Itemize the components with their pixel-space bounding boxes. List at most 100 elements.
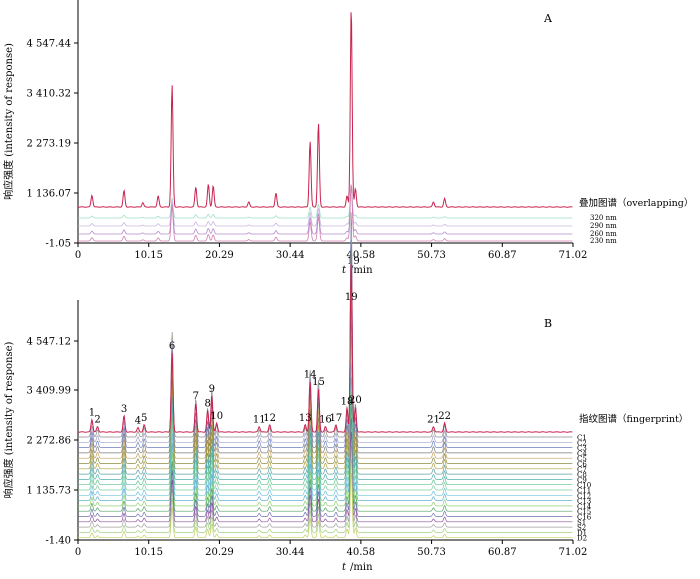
sample-label: C1 <box>577 434 587 442</box>
x-tick-label: 30.44 <box>276 250 305 261</box>
x-tick-label: 40.58 <box>347 547 376 558</box>
panel-b-chart: 0 10.15 20.29 30.44 40.58 50.73 60.87 71.02 -1.4… <box>2 212 688 573</box>
y-tick-label: 2 273.19 <box>26 139 71 150</box>
sample-trace <box>78 335 573 486</box>
x-tick-label: 20.29 <box>205 547 234 558</box>
peak-number-label: 20 <box>349 395 362 406</box>
y-axis-label: 响应强度 (intensity of response) <box>2 341 15 498</box>
sample-trace <box>78 349 573 491</box>
x-tick-label: 71.02 <box>559 250 588 261</box>
wavelength-label: 290 nm <box>590 222 617 230</box>
peak-number-label: 4 <box>135 416 141 427</box>
y-tick-label: 3 409.99 <box>26 386 71 397</box>
x-tick-label: 50.73 <box>417 250 446 261</box>
x-tick-label: 40.58 <box>347 250 376 261</box>
x-tick-label: 10.15 <box>134 250 163 261</box>
wavelength-trace <box>78 184 573 242</box>
sample-label: D2 <box>577 535 587 543</box>
y-axis-label: 响应强度 (intensity of response) <box>2 43 15 200</box>
peak-number-label: 8 <box>204 398 210 409</box>
sample-label: C15 <box>577 508 591 516</box>
sample-trace <box>78 363 573 496</box>
sample-label: C13 <box>577 498 591 506</box>
panel-label: B <box>544 317 552 330</box>
sample-trace <box>78 431 573 523</box>
sample-label: C4 <box>577 450 587 458</box>
peak-number-label: 6 <box>169 341 175 352</box>
x-tick-label: 60.87 <box>488 547 517 558</box>
sample-trace <box>78 212 573 438</box>
y-tick-label: 4 547.44 <box>26 39 71 50</box>
peak-number-label: 3 <box>121 404 127 415</box>
y-tick-label: 3 410.32 <box>26 89 71 100</box>
sample-label: C7 <box>577 466 587 474</box>
sample-trace <box>78 404 573 512</box>
sample-label: C2 <box>577 439 587 447</box>
y-tick-label: 4 547.12 <box>26 337 71 348</box>
peak-number-label: 16 <box>319 415 332 426</box>
x-axis-unit: /min <box>350 265 373 276</box>
peak-number-label: 13 <box>299 413 312 424</box>
y-tick-label: -1.05 <box>45 239 71 250</box>
peak-number-label: 19 <box>345 292 358 303</box>
sample-trace <box>78 445 573 528</box>
sample-trace <box>78 418 573 517</box>
peak-annotation: 19 <box>347 256 360 267</box>
peak-number-label: 5 <box>141 413 147 424</box>
sample-trace <box>78 459 573 533</box>
panel-label: A <box>543 12 553 25</box>
fingerprint-label: 指纹图谱（fingerprint） <box>579 413 688 425</box>
peak-number-label: 11 <box>253 415 266 426</box>
peak-number-label: 21 <box>427 415 440 426</box>
peak-number-label: 22 <box>438 411 451 422</box>
overlay-trace <box>77 12 573 208</box>
sample-label: C8 <box>577 471 587 479</box>
sample-trace <box>78 322 573 480</box>
sample-label: C16 <box>577 514 592 522</box>
peak-number-label: 1 <box>89 407 95 418</box>
wavelength-trace <box>78 185 573 227</box>
sample-trace <box>78 376 573 501</box>
sample-trace <box>78 280 573 464</box>
x-tick-label: 0 <box>75 547 81 558</box>
fingerprint-trace <box>77 264 573 433</box>
sample-label: C6 <box>577 461 587 469</box>
y-tick-label: -1.40 <box>45 536 71 547</box>
wavelength-label: 260 nm <box>590 230 617 238</box>
peak-number-label: 7 <box>193 391 199 402</box>
x-tick-label: 71.02 <box>559 547 588 558</box>
sample-label: C12 <box>577 492 591 500</box>
x-axis-variable: t <box>342 562 347 573</box>
wavelength-trace <box>78 185 573 219</box>
sample-label: C3 <box>577 445 587 453</box>
sample-trace <box>78 308 573 475</box>
sample-trace <box>78 390 573 507</box>
peak-number-label: 18 <box>341 397 354 408</box>
wavelength-trace <box>78 185 573 235</box>
sample-trace <box>78 239 573 448</box>
x-tick-label: 0 <box>75 250 81 261</box>
x-tick-label: 10.15 <box>134 547 163 558</box>
sample-trace <box>78 253 573 454</box>
sample-label: C11 <box>577 487 591 495</box>
wavelength-label: 320 nm <box>590 214 617 222</box>
x-tick-label: 50.73 <box>417 547 446 558</box>
y-tick-label: 2 272.86 <box>26 436 71 447</box>
y-tick-label: 1 136.07 <box>26 189 71 200</box>
sample-label: S2 <box>577 524 586 532</box>
peak-number-label: 15 <box>312 377 325 388</box>
x-axis-label: t/min <box>342 265 373 276</box>
sample-trace <box>78 267 573 459</box>
x-tick-label: 60.87 <box>488 250 517 261</box>
sample-label: C9 <box>577 476 587 484</box>
wavelength-label: 230 nm <box>590 237 617 245</box>
sample-trace <box>78 294 573 470</box>
overlay-label: 叠加图谱（overlapping） <box>579 197 693 209</box>
y-tick-label: 1 135.73 <box>26 486 71 497</box>
panel-a-chart: 0 10.15 20.29 30.44 40.58 50.73 60.87 71.02 -1.0… <box>2 0 693 276</box>
peak-number-label: 17 <box>330 413 343 424</box>
peak-number-label: 10 <box>210 411 223 422</box>
peak-number-label: 9 <box>209 384 215 395</box>
peak-number-label: 12 <box>263 413 276 424</box>
